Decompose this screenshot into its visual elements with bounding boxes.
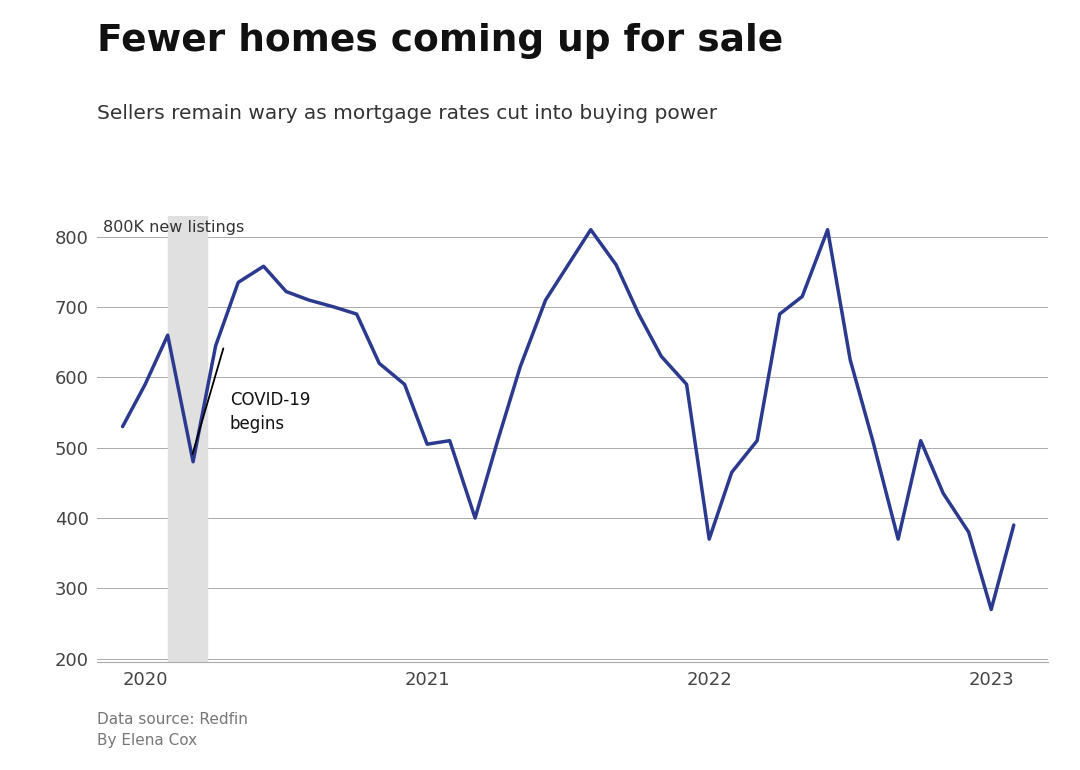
Text: 800K new listings: 800K new listings xyxy=(103,219,244,235)
Text: By Elena Cox: By Elena Cox xyxy=(97,733,198,748)
Text: Data source: Redfin: Data source: Redfin xyxy=(97,712,248,727)
Text: Fewer homes coming up for sale: Fewer homes coming up for sale xyxy=(97,23,783,59)
Text: COVID-19
begins: COVID-19 begins xyxy=(230,391,310,433)
Bar xyxy=(167,216,207,662)
Text: Sellers remain wary as mortgage rates cut into buying power: Sellers remain wary as mortgage rates cu… xyxy=(97,104,717,123)
